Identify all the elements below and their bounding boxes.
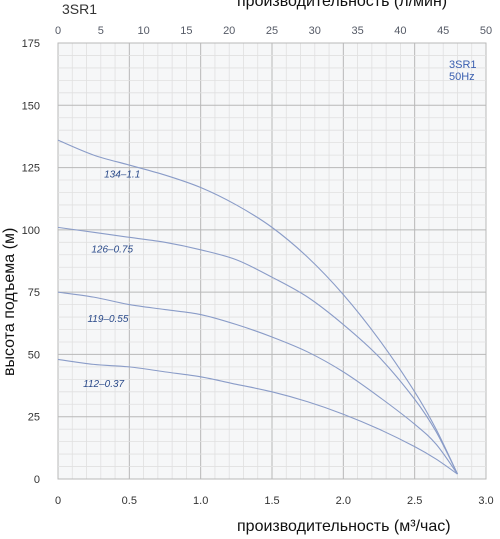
top-tick-label: 30 [309, 25, 321, 37]
series-line [57, 139, 458, 475]
x-tick-label: 1.0 [193, 495, 208, 507]
top-tick-label: 25 [266, 25, 278, 37]
top-axis-title: производительность (л/мин) [237, 0, 447, 10]
series-line [57, 358, 458, 475]
y-axis-title: высота подъема (м) [1, 228, 18, 376]
series-label: 119–0.55 [87, 314, 128, 325]
legend-frequency: 50Hz [449, 71, 475, 83]
legend-model: 3SR1 [449, 59, 477, 71]
top-tick-label: 10 [137, 25, 149, 37]
top-tick-label: 50 [480, 25, 492, 37]
series-label: 126–0.75 [91, 244, 133, 255]
x-tick-label: 2.5 [407, 495, 422, 507]
y-tick-label: 175 [22, 38, 40, 50]
top-tick-label: 15 [180, 25, 192, 37]
y-tick-label: 50 [28, 349, 40, 361]
top-tick-label: 5 [98, 25, 104, 37]
y-tick-label: 100 [22, 225, 40, 237]
series-group [57, 139, 458, 475]
top-tick-label: 20 [223, 25, 235, 37]
series-label: 112–0.37 [83, 379, 124, 390]
top-tick-label: 40 [394, 25, 406, 37]
series-label: 134–1.1 [104, 170, 140, 181]
series-line [57, 226, 458, 475]
y-tick-label: 25 [28, 412, 40, 424]
x-axis-title: производительность (м³/час) [237, 518, 451, 535]
top-tick-label: 45 [437, 25, 449, 37]
x-tick-label: 0.5 [122, 495, 137, 507]
x-tick-label: 1.5 [264, 495, 279, 507]
x-tick-label: 3.0 [478, 495, 493, 507]
y-tick-label: 125 [22, 163, 40, 175]
x-tick-label: 2.0 [336, 495, 351, 507]
y-tick-label: 0 [34, 474, 40, 486]
x-tick-label: 0 [55, 495, 61, 507]
series-labels: 134–1.1 126–0.75 119–0.55 112–0.37 [83, 170, 140, 390]
y-tick-label: 75 [28, 287, 40, 299]
chart-title: 3SR1 [62, 1, 97, 17]
ticks: 0 0.5 1.0 1.5 2.0 2.5 3.0 0 25 50 75 100 125 150 175 0 5… [22, 25, 494, 507]
series-line [57, 291, 458, 475]
top-tick-label: 0 [55, 25, 61, 37]
top-tick-label: 35 [351, 25, 363, 37]
y-tick-label: 150 [22, 100, 40, 112]
grid [57, 42, 487, 480]
